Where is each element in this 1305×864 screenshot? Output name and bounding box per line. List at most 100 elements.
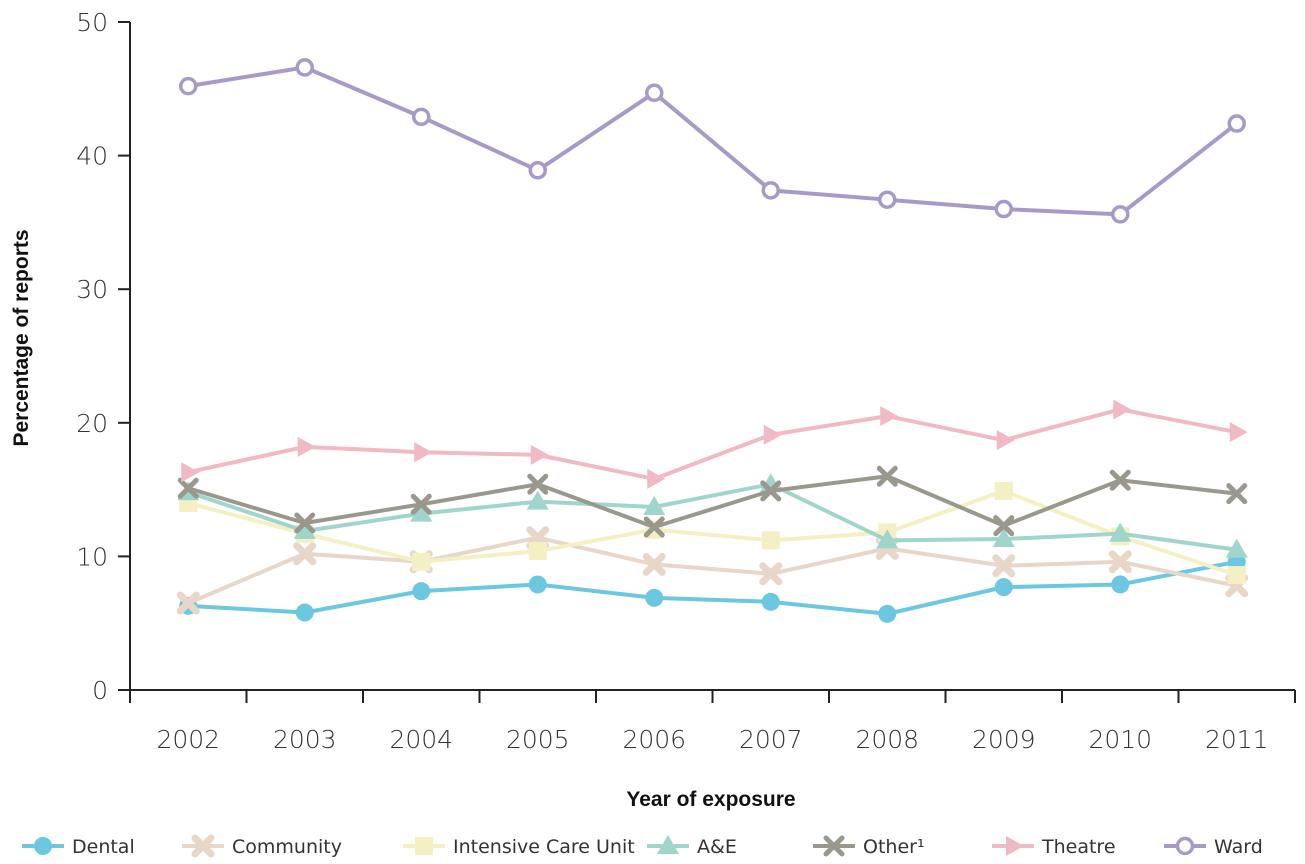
- y-tick-label: 40: [76, 142, 108, 171]
- data-point-intensive-care-unit: [994, 481, 1013, 500]
- data-point-theatre: [530, 444, 549, 465]
- data-point-other: [643, 516, 665, 538]
- series-line-dental: [188, 559, 1238, 616]
- data-point-community: [992, 554, 1016, 578]
- data-point-other: [760, 480, 782, 502]
- data-point-dental: [528, 575, 547, 594]
- legend-label: Community: [232, 836, 342, 858]
- x-tick-label: 2003: [273, 725, 337, 754]
- x-tick-label: 2010: [1088, 725, 1152, 754]
- x-tick-label: 2008: [855, 725, 919, 754]
- series-community: [176, 526, 1249, 615]
- series-other: [177, 465, 1248, 538]
- legend-marker: [1175, 836, 1195, 856]
- y-tick-label: 20: [76, 409, 108, 438]
- data-point-dental: [295, 603, 314, 622]
- data-point-theatre: [297, 436, 316, 457]
- data-point-other: [876, 465, 898, 487]
- x-tick-label: 2004: [389, 725, 453, 754]
- data-point-theatre: [763, 424, 782, 445]
- legend-label: Theatre: [1041, 836, 1116, 858]
- data-point-dental: [878, 604, 897, 623]
- data-point-ward: [1111, 205, 1130, 224]
- legend-marker: [823, 835, 845, 857]
- series-line-a-e: [187, 482, 1238, 552]
- series-line-community: [187, 535, 1238, 606]
- legend-marker: [415, 837, 433, 855]
- data-point-ward: [528, 161, 547, 180]
- legend: Dental Community Intensive Care Unit A&E Oth…: [22, 834, 1263, 858]
- data-point-theatre: [647, 468, 666, 489]
- data-point-theatre: [880, 406, 899, 427]
- data-point-a-e: [643, 495, 666, 515]
- legend-item-ward: Ward: [1164, 836, 1263, 858]
- series-ward: [179, 58, 1246, 224]
- legend-marker: [1006, 836, 1024, 856]
- data-point-ward: [179, 76, 198, 96]
- legend-label: Other¹: [863, 836, 925, 858]
- series-theatre: [181, 399, 1248, 489]
- data-point-dental: [412, 582, 431, 601]
- data-point-a-e: [526, 490, 549, 510]
- legend-item-a-e: A&E: [647, 835, 737, 858]
- data-point-a-e: [410, 502, 433, 522]
- data-point-other: [294, 512, 316, 534]
- data-point-ward: [994, 199, 1013, 219]
- legend-marker: [657, 835, 679, 854]
- legend-item-theatre: Theatre: [992, 836, 1116, 858]
- series-layer: [176, 58, 1249, 623]
- legend-item-other: Other¹: [813, 835, 925, 858]
- data-point-a-e: [293, 520, 316, 540]
- data-point-ward: [295, 58, 314, 77]
- data-point-community: [642, 552, 666, 576]
- legend-item-community: Community: [182, 834, 342, 858]
- x-tick-label: 2005: [506, 725, 570, 754]
- data-point-dental: [994, 578, 1013, 597]
- y-tick-label: 10: [76, 542, 108, 571]
- x-axis-title: Year of exposure: [626, 788, 795, 811]
- data-point-community: [176, 591, 200, 615]
- data-point-other: [1226, 483, 1248, 505]
- data-point-ward: [761, 181, 780, 200]
- x-tick-label: 2007: [739, 725, 803, 754]
- x-tick-label: 2002: [156, 725, 220, 754]
- data-point-intensive-care-unit: [528, 542, 547, 561]
- x-tick-label: 2011: [1205, 725, 1269, 754]
- data-point-dental: [645, 588, 664, 607]
- data-point-other: [1109, 469, 1131, 491]
- data-point-theatre: [1229, 422, 1248, 443]
- data-point-theatre: [414, 442, 433, 463]
- series-line-other: [187, 474, 1237, 530]
- legend-marker: [191, 834, 215, 858]
- y-tick-label: 30: [76, 275, 108, 304]
- x-tick-label: 2009: [972, 725, 1036, 754]
- legend-item-intensive-care-unit: Intensive Care Unit: [403, 836, 635, 858]
- data-point-theatre: [181, 462, 200, 483]
- series-line-theatre: [187, 407, 1238, 481]
- data-point-ward: [1227, 114, 1246, 133]
- x-tick-label: 2006: [622, 725, 686, 754]
- data-point-intensive-care-unit: [1227, 566, 1246, 585]
- data-point-community: [293, 542, 317, 566]
- series-line-intensive-care-unit: [187, 488, 1238, 578]
- axes: 0 10 20 30 40 50 2002 2003 2004 2005 2006 2007 2008 2…: [76, 8, 1296, 754]
- legend-label: Dental: [72, 836, 135, 858]
- y-tick-label: 50: [76, 8, 108, 37]
- y-axis-title: Percentage of reports: [10, 229, 33, 446]
- legend-label: Ward: [1214, 836, 1263, 858]
- data-point-a-e: [1109, 522, 1132, 542]
- data-point-other: [527, 473, 549, 495]
- legend-label: A&E: [697, 836, 737, 858]
- data-point-other: [177, 477, 199, 499]
- data-point-other: [993, 515, 1015, 537]
- data-point-a-e: [876, 529, 899, 549]
- legend-marker: [34, 837, 52, 855]
- series-a-e: [177, 473, 1248, 558]
- data-point-intensive-care-unit: [761, 531, 780, 550]
- data-point-theatre: [996, 430, 1015, 451]
- data-point-a-e: [992, 528, 1015, 548]
- legend-item-dental: Dental: [22, 836, 135, 858]
- data-point-theatre: [1113, 399, 1132, 420]
